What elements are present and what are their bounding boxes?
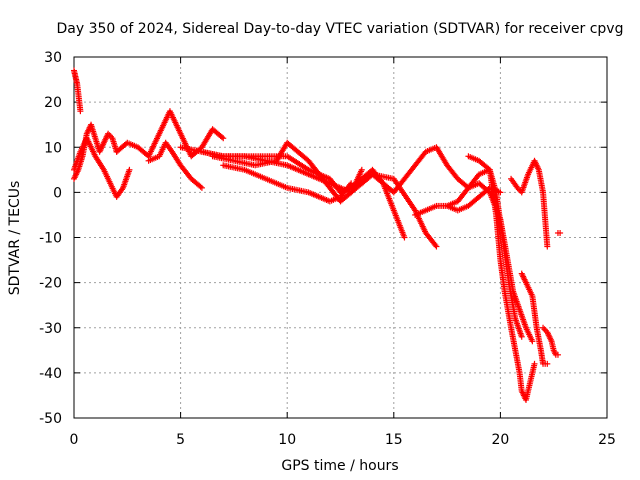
data-point [126, 166, 133, 173]
series-arc-o [508, 157, 551, 250]
data-point [348, 180, 355, 187]
data-point [433, 243, 440, 250]
data-point [401, 234, 408, 241]
x-tick-label: 15 [385, 432, 403, 448]
y-tick-label: 20 [44, 95, 62, 111]
series-arc-a [71, 67, 84, 115]
data-point [544, 360, 551, 367]
series-arc-p [518, 270, 551, 367]
x-tick-label: 10 [278, 432, 296, 448]
y-tick-label: 0 [53, 185, 62, 201]
series-arc-r [554, 229, 564, 236]
data-point [198, 184, 205, 191]
data-point [77, 108, 84, 115]
x-axis-label: GPS time / hours [281, 458, 398, 474]
x-tick-label: 5 [176, 432, 185, 448]
y-tick-label: 30 [44, 50, 62, 66]
data-points [71, 67, 564, 403]
series-arc-n [476, 180, 536, 345]
data-point [554, 351, 561, 358]
data-point [358, 166, 365, 173]
data-point [531, 360, 538, 367]
y-tick-label: -50 [39, 411, 62, 427]
data-point [557, 229, 564, 236]
series-arc-c [71, 135, 133, 200]
data-point [544, 243, 551, 250]
data-point [518, 333, 525, 340]
series-arc-h [209, 139, 365, 205]
series-arc-k [412, 184, 504, 218]
y-tick-label: 10 [44, 140, 62, 156]
y-tick-label: -30 [39, 321, 62, 337]
series-arc-i [220, 162, 355, 205]
series-arc-l [444, 166, 538, 403]
data-point [220, 135, 227, 142]
y-axis-label: SDTVAR / TECUs [7, 181, 23, 296]
series-arc-d [113, 108, 227, 160]
series-arc-q [540, 324, 561, 358]
series-arc-j [358, 144, 483, 196]
x-tick-label: 0 [70, 432, 79, 448]
y-tick-label: -20 [39, 276, 62, 292]
x-tick-label: 25 [598, 432, 616, 448]
x-tick-label: 20 [491, 432, 509, 448]
grid-lines [74, 57, 607, 418]
y-tick-label: -40 [39, 366, 62, 382]
chart-title: Day 350 of 2024, Sidereal Day-to-day VTE… [57, 21, 624, 37]
series-arc-e [145, 139, 205, 191]
axis-ticks: 0 5 10 15 20 25 30 20 10 0 -10 -20 -30 -40 -50 [39, 50, 616, 448]
data-point [529, 338, 536, 345]
y-tick-label: -10 [39, 231, 62, 247]
